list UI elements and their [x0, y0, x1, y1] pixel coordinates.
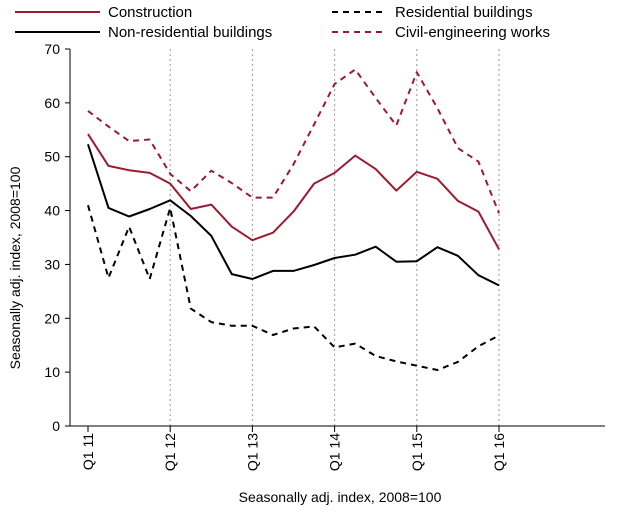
gridlines	[169, 49, 500, 426]
y-tick-label-30: 30	[44, 256, 60, 272]
x-tick-label-q1-14: Q1 14	[327, 433, 343, 471]
x-tick-label-q1-12: Q1 12	[162, 433, 178, 471]
y-tick-label-10: 10	[44, 364, 60, 380]
legend-label-construction: Construction	[108, 4, 192, 21]
y-tick-labels: 0 10 20 30 40 50 60 70	[44, 41, 60, 434]
x-tick-labels: Q1 11 Q1 12 Q1 13 Q1 14 Q1 15 Q1 16	[80, 433, 507, 471]
y-tick-label-40: 40	[44, 203, 60, 219]
series-line-civil-engineering-works	[87, 68, 500, 214]
series-line-construction	[87, 133, 500, 250]
x-tick-label-q1-13: Q1 13	[244, 433, 260, 471]
y-tick-label-50: 50	[44, 149, 60, 165]
x-tick-label-q1-11: Q1 11	[80, 433, 96, 470]
x-tick-label-q1-16: Q1 16	[491, 433, 507, 471]
y-axis-title: Seasonally adj. index, 2008=100	[7, 166, 23, 369]
legend-label-residential-buildings: Residential buildings	[395, 4, 533, 21]
y-tick-label-70: 70	[44, 41, 60, 57]
series-lines	[87, 68, 500, 371]
legend-label-non-residential-buildings: Non-residential buildings	[108, 24, 272, 41]
x-tick-label-q1-15: Q1 15	[409, 433, 425, 471]
series-line-non-residential-buildings	[87, 143, 500, 287]
legend-label-civil-engineering-works: Civil-engineering works	[395, 24, 550, 41]
x-axis-title: Seasonally adj. index, 2008=100	[239, 489, 442, 505]
legend: Construction Residential buildings Non-r…	[15, 4, 550, 41]
y-tick-label-0: 0	[52, 418, 60, 434]
y-tick-label-60: 60	[44, 95, 60, 111]
axes	[65, 48, 605, 432]
y-tick-label-20: 20	[44, 310, 60, 326]
series-line-residential-buildings	[87, 204, 500, 371]
